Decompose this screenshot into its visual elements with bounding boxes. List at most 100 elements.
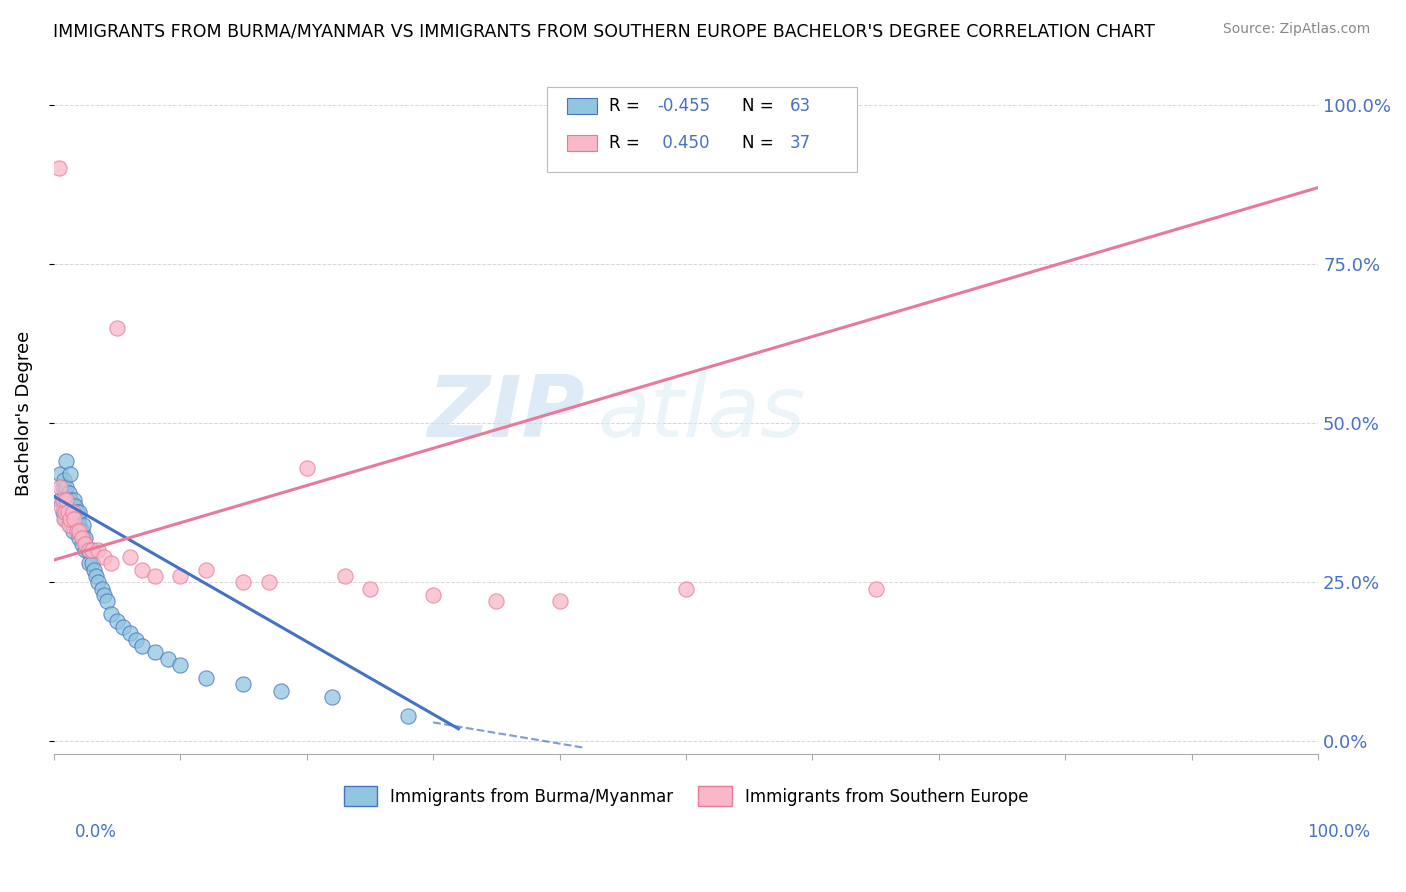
Point — [52, 492, 75, 507]
Point — [87, 575, 110, 590]
Point — [396, 709, 419, 723]
Point — [58, 486, 80, 500]
Point — [65, 518, 87, 533]
Point — [485, 594, 508, 608]
Point — [67, 518, 90, 533]
Point — [80, 543, 103, 558]
Point — [63, 511, 86, 525]
Point — [77, 543, 100, 558]
Point — [87, 543, 110, 558]
Text: 37: 37 — [790, 134, 811, 153]
Point — [70, 524, 93, 539]
Point — [67, 524, 90, 539]
Point — [52, 505, 75, 519]
Legend: Immigrants from Burma/Myanmar, Immigrants from Southern Europe: Immigrants from Burma/Myanmar, Immigrant… — [335, 778, 1036, 814]
Point — [52, 480, 75, 494]
Text: Source: ZipAtlas.com: Source: ZipAtlas.com — [1223, 22, 1371, 37]
Point — [100, 607, 122, 622]
Point — [77, 556, 100, 570]
Point — [58, 518, 80, 533]
Text: ZIP: ZIP — [427, 372, 585, 455]
Point — [96, 594, 118, 608]
Point — [422, 588, 444, 602]
Point — [55, 492, 77, 507]
Point — [65, 511, 87, 525]
Text: N =: N = — [741, 134, 779, 153]
Point — [55, 480, 77, 494]
Point — [59, 467, 82, 481]
Text: N =: N = — [741, 96, 779, 115]
Point — [65, 505, 87, 519]
Point — [58, 499, 80, 513]
Point — [194, 563, 217, 577]
Text: atlas: atlas — [598, 372, 806, 455]
Point — [51, 499, 73, 513]
Point — [63, 492, 86, 507]
Point — [75, 543, 97, 558]
Point — [59, 518, 82, 533]
Text: -0.455: -0.455 — [657, 96, 710, 115]
Point — [62, 511, 84, 525]
Point — [232, 575, 254, 590]
Point — [80, 556, 103, 570]
Point — [143, 645, 166, 659]
Point — [62, 499, 84, 513]
Point — [56, 505, 79, 519]
Point — [67, 505, 90, 519]
Point — [52, 511, 75, 525]
Point — [49, 492, 72, 507]
Point — [59, 492, 82, 507]
Point — [675, 582, 697, 596]
Point — [143, 569, 166, 583]
Point — [83, 563, 105, 577]
Point — [93, 588, 115, 602]
Point — [66, 524, 89, 539]
Point — [90, 582, 112, 596]
Point — [62, 505, 84, 519]
Point — [72, 518, 94, 533]
Point — [257, 575, 280, 590]
FancyBboxPatch shape — [547, 87, 856, 172]
Point — [84, 569, 107, 583]
Point — [52, 474, 75, 488]
Text: 0.0%: 0.0% — [75, 822, 117, 840]
Point — [75, 537, 97, 551]
Point — [93, 549, 115, 564]
Point — [333, 569, 356, 583]
Point — [118, 549, 141, 564]
Point — [112, 620, 135, 634]
Point — [75, 531, 97, 545]
Point — [53, 505, 76, 519]
Point — [67, 531, 90, 545]
Point — [65, 524, 87, 539]
FancyBboxPatch shape — [567, 135, 598, 152]
Point — [105, 320, 128, 334]
Text: R =: R = — [609, 134, 645, 153]
Point — [66, 511, 89, 525]
Text: 0.450: 0.450 — [657, 134, 710, 153]
Point — [131, 563, 153, 577]
Text: 100.0%: 100.0% — [1308, 822, 1369, 840]
Y-axis label: Bachelor's Degree: Bachelor's Degree — [15, 331, 32, 496]
Point — [359, 582, 381, 596]
Point — [125, 632, 148, 647]
Point — [131, 639, 153, 653]
Point — [70, 537, 93, 551]
Point — [270, 683, 292, 698]
Point — [295, 460, 318, 475]
Point — [52, 499, 75, 513]
Point — [65, 499, 87, 513]
Point — [62, 524, 84, 539]
Point — [118, 626, 141, 640]
Point — [49, 467, 72, 481]
Point — [169, 569, 191, 583]
Point — [72, 531, 94, 545]
Point — [70, 531, 93, 545]
Point — [100, 556, 122, 570]
Point — [55, 505, 77, 519]
Point — [169, 658, 191, 673]
Point — [865, 582, 887, 596]
FancyBboxPatch shape — [567, 97, 598, 114]
Point — [55, 454, 77, 468]
Point — [548, 594, 571, 608]
